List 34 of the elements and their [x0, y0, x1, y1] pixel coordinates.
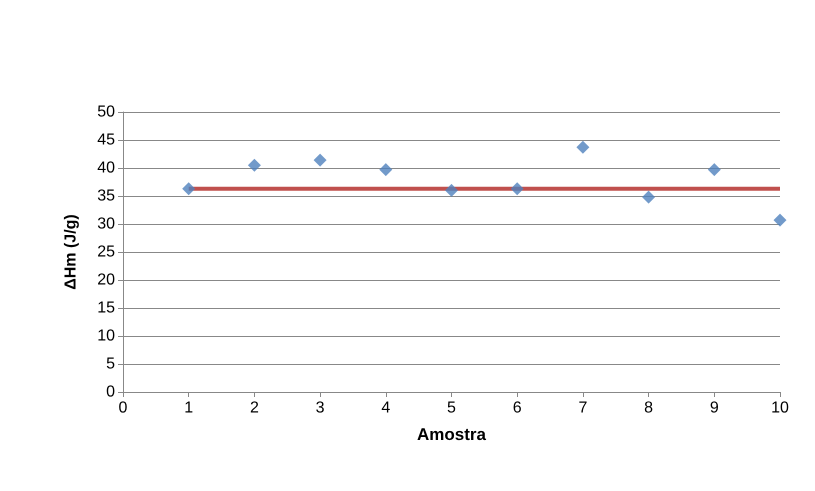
- y-axis-title: ΔHm (J/g): [62, 214, 80, 290]
- point: [642, 190, 656, 204]
- point: [510, 182, 524, 196]
- x-tick-label: 5: [447, 400, 456, 416]
- x-tick-label: 9: [710, 400, 719, 416]
- y-tick-label: 45: [97, 132, 116, 148]
- y-tick-label: 5: [106, 356, 116, 372]
- y-tick-label: 0: [106, 384, 116, 400]
- y-tick-label: 30: [97, 216, 116, 232]
- point: [182, 182, 196, 196]
- point: [314, 154, 327, 167]
- point: [445, 184, 458, 197]
- x-tick-label: 10: [771, 400, 789, 416]
- x-tick-label: 8: [644, 400, 654, 416]
- x-tick-label: 7: [578, 400, 588, 416]
- x-tick-label: 1: [184, 400, 194, 416]
- point: [379, 163, 392, 176]
- y-tick-label: 50: [97, 104, 116, 120]
- y-tick-label: 35: [97, 188, 116, 204]
- x-tick-label: 2: [250, 400, 259, 416]
- x-tick-label: 6: [512, 400, 522, 416]
- point: [576, 140, 590, 154]
- point: [248, 158, 261, 172]
- x-axis-title: Amostra: [417, 425, 487, 444]
- x-tick-label: 0: [118, 400, 128, 416]
- y-tick-label: 20: [97, 272, 116, 288]
- y-tick-label: 40: [97, 160, 116, 176]
- point: [708, 163, 721, 176]
- y-tick-label: 15: [97, 300, 116, 316]
- y-tick-label: 25: [97, 244, 116, 260]
- point: [774, 214, 786, 227]
- x-tick-label: 3: [316, 400, 325, 416]
- y-tick-label: 10: [97, 328, 116, 344]
- x-tick-label: 4: [381, 400, 390, 416]
